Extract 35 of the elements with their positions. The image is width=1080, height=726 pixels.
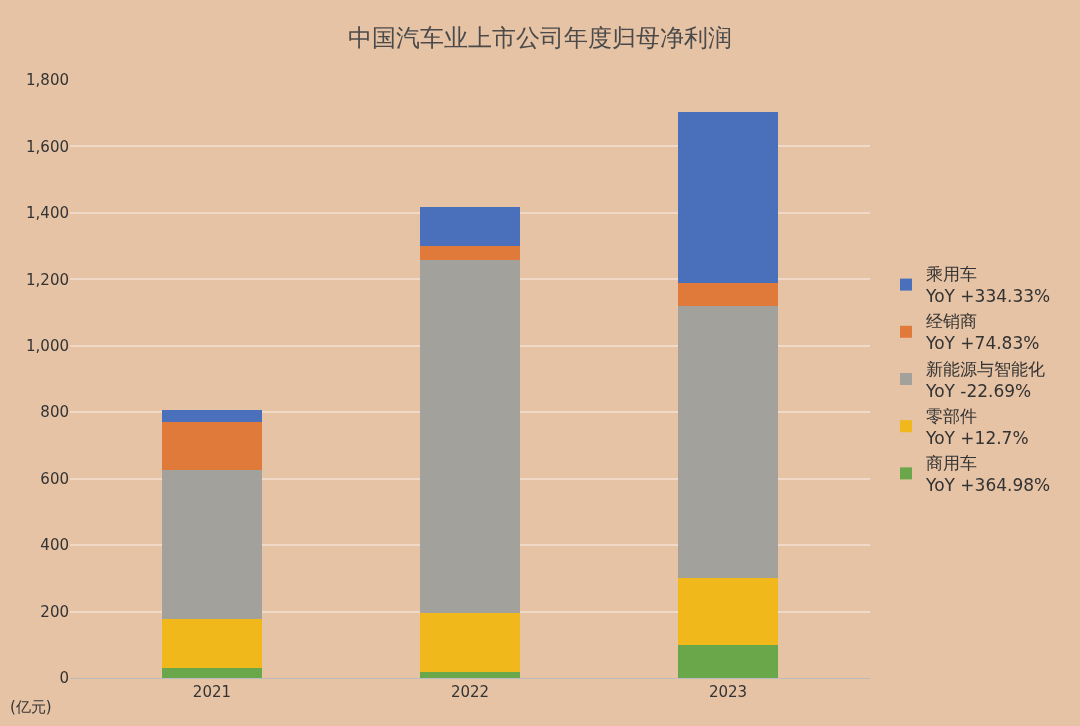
bar (161, 409, 263, 423)
bar (161, 422, 263, 471)
x-tick-label: 2021 (192, 683, 232, 701)
legend-label: 经销商 YoY +74.83% (925, 311, 1040, 354)
y-tick-label: 1,600 (26, 137, 69, 156)
legend-label: 零部件 YoY +12.7% (925, 405, 1029, 448)
legend-label: 新能源与智能化 YoY -22.69% (925, 358, 1045, 401)
y-tick-label: 0 (59, 669, 69, 688)
y-tick-label: 200 (40, 602, 69, 621)
bar (677, 645, 779, 678)
y-tick-label: 600 (40, 469, 69, 488)
y-tick-label: 1,800 (26, 71, 69, 90)
y-axis-title: (亿元) (10, 698, 52, 716)
legend-label: 乘用车 YoY +334.33% (925, 264, 1051, 307)
bar (677, 282, 779, 307)
x-tick-label: 2023 (708, 683, 748, 701)
y-tick-label: 1,400 (26, 204, 69, 223)
bar (419, 260, 521, 613)
bar (419, 612, 521, 673)
y-tick-label: 1,000 (26, 337, 69, 356)
y-tick-label: 1,200 (26, 270, 69, 289)
bar (161, 668, 263, 678)
y-tick-label: 800 (40, 403, 69, 422)
bar (161, 470, 263, 619)
y-tick-label: 400 (40, 536, 69, 555)
chart-title: 中国汽车业上市公司年度归母净利润 (348, 23, 732, 52)
bar (419, 672, 521, 678)
bar (161, 618, 263, 669)
bar (677, 578, 779, 646)
x-tick-label: 2022 (450, 683, 490, 701)
bar (419, 207, 521, 247)
bar (419, 246, 521, 261)
bar (677, 306, 779, 579)
bar (677, 111, 779, 283)
legend-label: 商用车 YoY +364.98% (925, 452, 1051, 496)
